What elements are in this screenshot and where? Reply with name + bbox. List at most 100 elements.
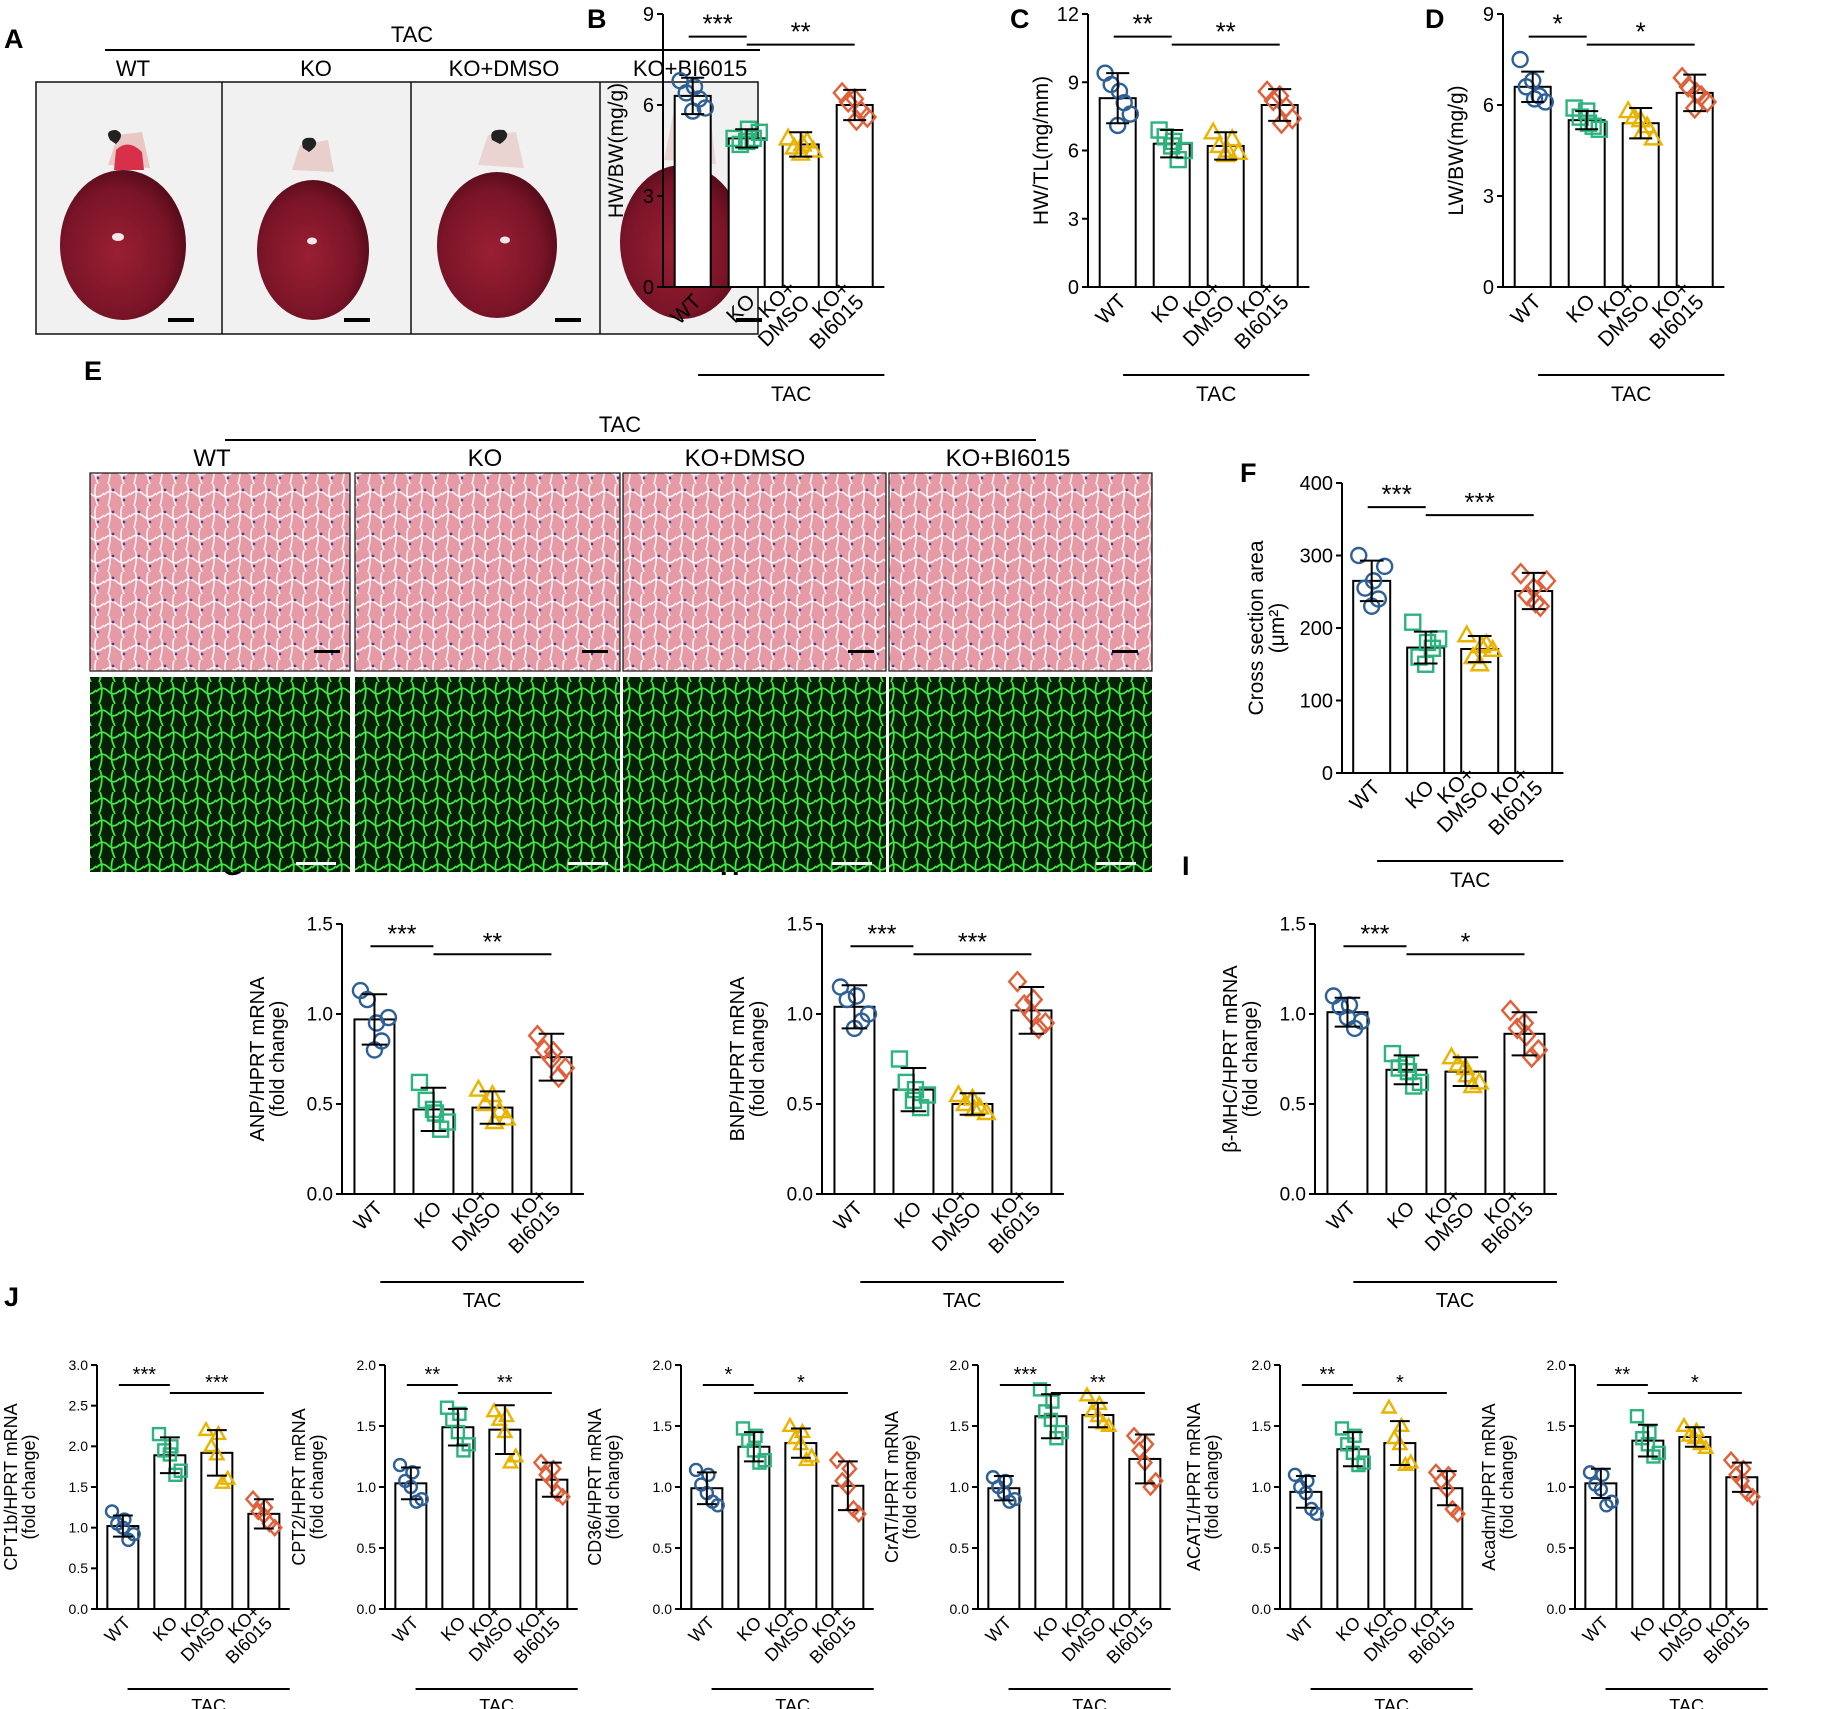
data-point (507, 1447, 525, 1463)
y-tick-label: 1.0 (1547, 1479, 1567, 1495)
panel-a-tac-label: TAC (391, 22, 433, 47)
bar-ko (1336, 1448, 1370, 1611)
x-tick-label-line: KO (1383, 1197, 1419, 1233)
x-tick-label: WT (982, 1612, 1016, 1646)
y-tick-label: 3 (1068, 209, 1079, 231)
data-point (998, 1473, 1013, 1489)
data-point (1739, 1483, 1756, 1503)
y-tick-label: 0.0 (69, 1601, 89, 1617)
bar-ko-dmso (488, 1428, 522, 1611)
bar-ko (1406, 646, 1446, 775)
data-point (838, 990, 856, 1009)
data-point (426, 1104, 445, 1122)
y-axis-label: CPT2/HPRT mRNA (289, 1408, 309, 1565)
bar-ko (737, 1445, 771, 1610)
bar-wt (673, 94, 712, 289)
data-point (1507, 1017, 1528, 1040)
data-point (1599, 1498, 1614, 1513)
data-point (1525, 90, 1544, 108)
y-tick-label: 200 (1300, 618, 1333, 640)
panel-e: TAC WT KO KO+DMSO KO+BI6015 (89, 412, 1153, 872)
x-tick-label-line: KO (1332, 1612, 1365, 1645)
data-point (846, 108, 867, 132)
data-point (1565, 99, 1583, 117)
y-tick-label: 9 (1068, 72, 1079, 94)
data-point (1221, 128, 1243, 147)
bar-wt (1513, 85, 1552, 288)
data-point (1028, 1017, 1049, 1040)
bar-ko-dmso (1678, 1435, 1712, 1610)
data-point (497, 1406, 516, 1423)
y-tick-label: 1.5 (307, 915, 333, 936)
bar-ko-bi6015 (1675, 91, 1714, 288)
data-point (545, 1459, 562, 1479)
y-tick-label: 2.0 (653, 1357, 673, 1373)
data-point (1023, 988, 1044, 1011)
y-axis-label-unit: (fold change) (1497, 1434, 1517, 1539)
y-tick-label: 3.0 (69, 1357, 89, 1373)
tac-bracket-label: TAC (771, 383, 811, 406)
bar-wt (353, 1018, 396, 1196)
x-tick-label-line: WT (982, 1612, 1016, 1646)
data-point (392, 1457, 408, 1473)
significance-label: ** (483, 928, 503, 956)
data-point (1449, 1504, 1466, 1524)
significance-label: *** (703, 9, 733, 39)
y-tick-label: 0.0 (950, 1601, 970, 1617)
data-point (1083, 1402, 1101, 1418)
data-point (1456, 624, 1478, 643)
data-point (828, 1450, 846, 1470)
y-tick-label: 9 (1483, 4, 1494, 26)
significance-label: ** (1615, 1364, 1631, 1386)
y-axis-label: Cross section area (1245, 540, 1268, 715)
data-point (1744, 1487, 1761, 1507)
data-point (1500, 999, 1521, 1022)
x-tick-label-line: KO (1147, 290, 1185, 328)
chart-j6: 0.0 0.5 1.0 1.5 2.0 Acadm/HPRT mRNA(fold chan… (1479, 1357, 1768, 1709)
significance-label: * (797, 1372, 805, 1394)
panel-e-label-ko: KO (468, 445, 503, 472)
y-axis-label: LW/BW(mg/g) (1445, 85, 1468, 215)
panel-label-a: A (4, 24, 24, 54)
y-tick-label: 1.0 (950, 1479, 970, 1495)
data-point (685, 78, 704, 96)
significance-label: * (724, 1364, 732, 1386)
bar-ko-dmso (1206, 144, 1245, 288)
y-tick-label: 2.0 (357, 1357, 377, 1373)
x-tick-label-line: KO (437, 1612, 470, 1645)
significance-label: ** (425, 1364, 441, 1386)
tac-bracket-label: TAC (1436, 1290, 1475, 1312)
significance-label: *** (1382, 479, 1412, 509)
bar-ko-dmso (951, 1103, 994, 1195)
data-point (117, 1512, 132, 1527)
x-tick-label-line: WT (1507, 290, 1546, 329)
data-point (1471, 635, 1492, 654)
data-point (1579, 114, 1598, 132)
panel-label-d: D (1425, 4, 1445, 34)
x-tick-label: KO (890, 1197, 926, 1233)
data-point (797, 1450, 816, 1467)
chart-f: 0 100 200 300 400 Cross section area(μm²) *** *… (1245, 473, 1564, 892)
wga-image-wt (90, 677, 350, 872)
y-tick-label: 0.5 (653, 1540, 673, 1556)
significance-label: ** (791, 17, 811, 47)
bar-ko (1631, 1439, 1665, 1611)
data-point (1722, 1450, 1740, 1470)
data-point (1595, 1467, 1610, 1483)
bar-ko-bi6015 (1514, 590, 1554, 775)
x-tick-label: WT (389, 1612, 423, 1646)
x-tick-label: KO (1030, 1612, 1063, 1645)
data-point (1476, 632, 1497, 652)
panel-a-label-kodmso: KO+DMSO (449, 56, 560, 81)
x-tick-label-line: WT (350, 1197, 388, 1235)
data-point (1429, 630, 1448, 648)
significance-label: * (1553, 9, 1563, 39)
data-point (367, 1014, 386, 1032)
significance-label: * (1396, 1372, 1404, 1394)
he-image-wt (89, 472, 351, 672)
panel-a-label-wt: WT (116, 56, 150, 81)
y-tick-label: 3 (643, 186, 654, 208)
x-tick-label-line: WT (101, 1612, 135, 1646)
data-point (1521, 1046, 1542, 1069)
